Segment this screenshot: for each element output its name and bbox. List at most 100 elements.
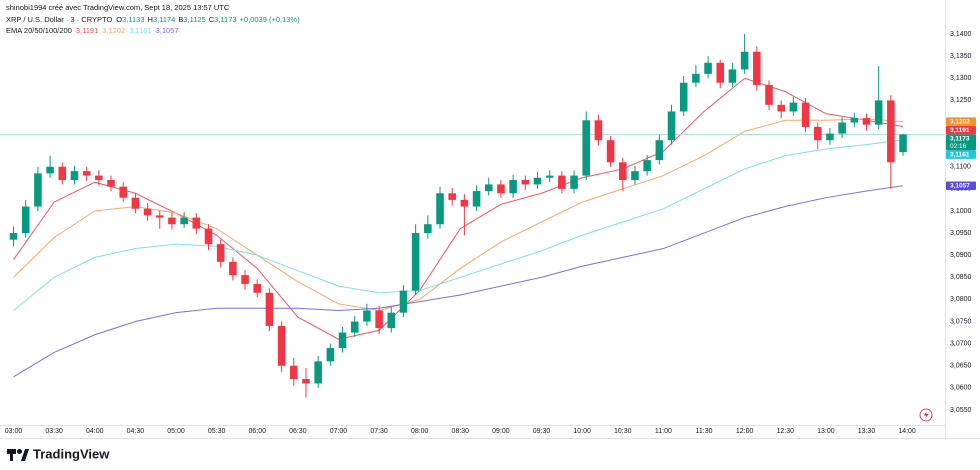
candle-body xyxy=(777,104,785,112)
candle-body xyxy=(484,184,493,192)
x-tick-label: 14:00 xyxy=(898,428,916,435)
y-tick-label: 3,1000 xyxy=(950,208,972,215)
x-tick-label: 03:00 xyxy=(5,428,23,435)
candle-body xyxy=(204,228,213,245)
x-tick-label: 04:00 xyxy=(86,428,104,435)
price-label: 3,1202 xyxy=(950,119,970,126)
x-tick-label: 08:30 xyxy=(452,428,470,435)
candle-body xyxy=(58,166,67,180)
candle-body xyxy=(558,175,566,189)
candle-body xyxy=(643,160,651,172)
y-tick-label: 3,1300 xyxy=(950,75,972,82)
candle-body xyxy=(801,102,810,127)
alert-bolt xyxy=(924,411,929,419)
price-label-box xyxy=(946,150,976,159)
x-tick-label: 13:00 xyxy=(817,428,835,435)
candle-body xyxy=(765,84,773,105)
price-label: 3,1057 xyxy=(950,183,970,190)
candle-body xyxy=(277,325,286,366)
candle-body xyxy=(155,215,164,218)
ema-line xyxy=(13,139,904,311)
candle-body xyxy=(813,126,822,141)
candle-body xyxy=(350,321,359,333)
ohlc-label: O xyxy=(116,15,122,24)
change: +0,0039 (+0,13%) xyxy=(240,15,301,24)
candle-body xyxy=(874,100,883,125)
price-label-box xyxy=(946,134,976,151)
logo-mark xyxy=(17,449,22,454)
candle-body xyxy=(655,140,664,161)
y-tick-label: 3,0950 xyxy=(950,230,972,237)
ohlc-value: 3,1133 xyxy=(122,15,144,24)
candle-body xyxy=(375,310,383,329)
x-tick-label: 09:00 xyxy=(492,428,510,435)
price-label: 3,1191 xyxy=(950,127,970,134)
candle-body xyxy=(887,100,895,163)
y-tick-label: 3,0750 xyxy=(950,318,972,325)
candle-body xyxy=(46,166,54,174)
plot-area xyxy=(0,34,945,398)
candle-body xyxy=(679,82,688,112)
candle-body xyxy=(472,191,481,207)
candle-body xyxy=(509,179,517,194)
candle-body xyxy=(619,162,627,180)
symbol: XRP / U.S. Dollar · 3 · CRYPTO xyxy=(6,15,112,24)
x-tick-label: 10:00 xyxy=(573,428,591,435)
candle-body xyxy=(740,51,749,70)
candle-body xyxy=(180,217,188,225)
candle-body xyxy=(497,184,505,194)
candle-body xyxy=(545,175,554,178)
x-tick-label: 11:00 xyxy=(655,428,672,435)
candle-body xyxy=(70,171,79,180)
candle-body xyxy=(728,69,737,83)
candle-body xyxy=(326,348,335,362)
x-tick-label: 06:00 xyxy=(248,428,266,435)
x-tick-label: 12:30 xyxy=(776,428,794,435)
candle-body xyxy=(302,379,310,384)
x-tick-label: 11:30 xyxy=(696,428,713,435)
candle-body xyxy=(9,233,18,240)
ohlc-value: 3,1174 xyxy=(153,15,175,24)
candle-body xyxy=(667,111,676,141)
candle-body xyxy=(460,199,469,207)
logo-mark xyxy=(10,454,13,461)
brand-logo xyxy=(7,449,29,461)
x-tick-label: 09:30 xyxy=(533,428,551,435)
y-tick-label: 3,1400 xyxy=(950,31,972,38)
y-tick-label: 3,0850 xyxy=(950,274,972,281)
y-tick-label: 3,0800 xyxy=(950,296,972,303)
ohlc-label: B xyxy=(178,15,183,24)
y-tick-label: 3,0550 xyxy=(950,407,972,414)
symbol-legend: XRP / U.S. Dollar · 3 · CRYPTO O3,1133 H3,… xyxy=(6,15,300,24)
countdown: 02:16 xyxy=(950,143,967,150)
candle-body xyxy=(82,171,91,176)
candle-body xyxy=(363,310,371,322)
candle-body xyxy=(692,73,700,83)
candle-body xyxy=(131,197,140,209)
x-tick-label: 13:30 xyxy=(858,428,876,435)
x-tick-label: 03:30 xyxy=(45,428,63,435)
candle-body xyxy=(570,175,578,189)
ema-value: 3,1202 xyxy=(102,26,125,35)
ohlc-value: 3,1125 xyxy=(183,15,205,24)
candle-body xyxy=(265,292,274,326)
x-tick-label: 05:00 xyxy=(167,428,185,435)
price-label: 3,1173 xyxy=(950,136,970,143)
candle-body xyxy=(448,193,456,200)
ema-value: 3,1161 xyxy=(129,26,151,35)
ohlc-value: 3,1173 xyxy=(214,15,236,24)
candle-body xyxy=(314,361,322,384)
candle-body xyxy=(290,365,298,380)
price-label-box xyxy=(946,125,976,135)
candle-body xyxy=(411,233,420,291)
y-tick-label: 3,1100 xyxy=(950,164,971,171)
x-tick-label: 08:00 xyxy=(411,428,429,435)
candle-body xyxy=(168,217,176,225)
candle-body xyxy=(192,217,201,229)
candle-body xyxy=(229,261,237,276)
x-tick-label: 12:00 xyxy=(736,428,754,435)
y-tick-label: 3,0700 xyxy=(950,340,972,347)
logo-mark xyxy=(21,449,29,461)
